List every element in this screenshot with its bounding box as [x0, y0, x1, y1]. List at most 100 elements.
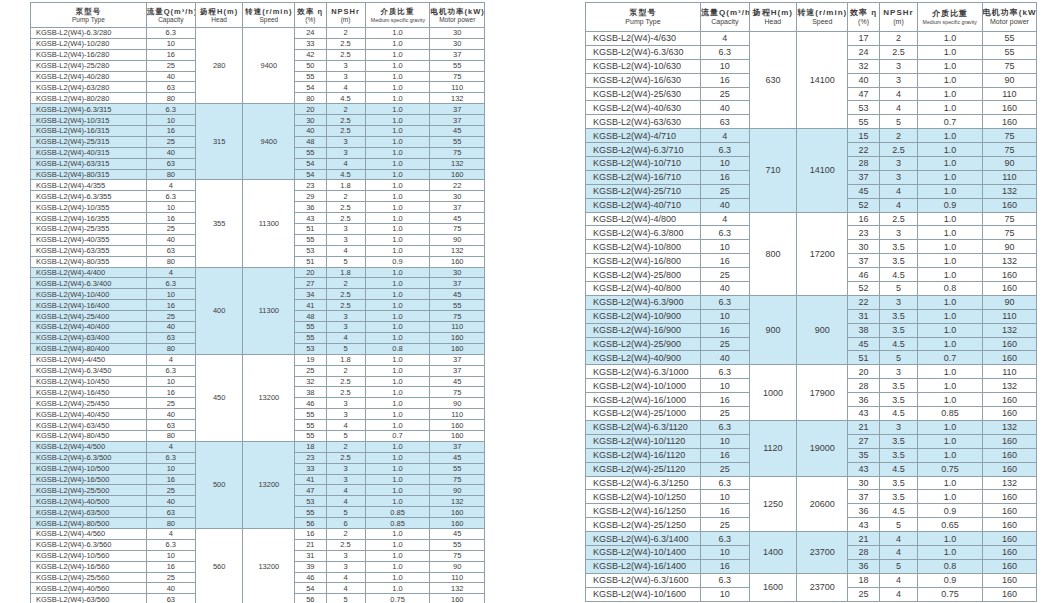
head-cell: 560 — [195, 528, 243, 603]
npshr-cell: 3 — [879, 170, 918, 184]
specific-gravity-cell: 1.0 — [365, 180, 430, 191]
efficiency-cell: 52 — [848, 282, 879, 296]
pump-type-cell: KGSB-L2(W4)-6.3/630 — [586, 45, 701, 59]
pump-type-cell: KGSB-L2(W4)-4/630 — [586, 32, 701, 46]
capacity-cell: 16 — [146, 561, 195, 572]
npshr-cell: 3 — [879, 365, 918, 379]
npshr-cell: 4 — [326, 583, 365, 594]
pump-type-cell: KGSB-L2(W4)-10/800 — [586, 240, 701, 254]
efficiency-cell: 53 — [295, 496, 326, 507]
specific-gravity-cell: 1.0 — [918, 59, 982, 73]
column-header-en: (%) — [295, 16, 325, 23]
pump-type-cell: KGSB-L2(W4)-6.3/1600 — [586, 573, 701, 587]
pump-type-cell: KGSB-L2(W4)-6.3/315 — [31, 104, 147, 115]
npshr-cell: 4 — [326, 420, 365, 431]
specific-gravity-cell: 1.0 — [365, 398, 430, 409]
column-header-motor-power: 电机功率(kW)Motor power — [982, 3, 1036, 32]
npshr-cell: 4 — [879, 87, 918, 101]
motor-power-cell: 160 — [430, 594, 485, 603]
efficiency-cell: 36 — [848, 559, 879, 573]
pump-type-cell: KGSB-L2(W4)-10/630 — [586, 59, 701, 73]
capacity-cell: 10 — [701, 434, 750, 448]
motor-power-cell: 110 — [982, 87, 1036, 101]
capacity-cell: 63 — [146, 245, 195, 256]
specific-gravity-cell: 1.0 — [918, 476, 982, 490]
npshr-cell: 3.5 — [879, 254, 918, 268]
capacity-cell: 6.3 — [701, 573, 750, 587]
pump-type-cell: KGSB-L2(W4)-10/1120 — [586, 434, 701, 448]
head-cell: 800 — [749, 212, 796, 295]
capacity-cell: 4 — [146, 354, 195, 365]
motor-power-cell: 160 — [982, 282, 1036, 296]
motor-power-cell: 45 — [430, 126, 485, 137]
motor-power-cell: 75 — [430, 474, 485, 485]
motor-power-cell: 75 — [430, 387, 485, 398]
table-row: KGSB-L2(W4)-6.3/14006.31400237002141.016… — [586, 532, 1037, 546]
npshr-cell: 4 — [326, 332, 365, 343]
pump-type-cell: KGSB-L2(W4)-25/1120 — [586, 462, 701, 476]
capacity-cell: 25 — [146, 398, 195, 409]
pump-type-cell: KGSB-L2(W4)-10/710 — [586, 157, 701, 171]
column-header-zh: 转速(r/min) — [243, 7, 294, 16]
motor-power-cell: 160 — [982, 462, 1036, 476]
table-row: KGSB-L2(W4)-4/7104710141001521.075 — [586, 129, 1037, 143]
specific-gravity-cell: 1.0 — [365, 441, 430, 452]
npshr-cell: 5 — [326, 507, 365, 518]
efficiency-cell: 55 — [295, 234, 326, 245]
specific-gravity-cell: 1.0 — [365, 387, 430, 398]
specific-gravity-cell: 1.0 — [918, 129, 982, 143]
pump-type-cell: KGSB-L2(W4)-40/500 — [31, 496, 147, 507]
efficiency-cell: 56 — [295, 518, 326, 529]
npshr-cell: 3.5 — [879, 309, 918, 323]
column-header-zh: 电机功率(kW) — [983, 8, 1036, 18]
specific-gravity-cell: 1.0 — [918, 101, 982, 115]
efficiency-cell: 54 — [295, 158, 326, 169]
motor-power-cell: 160 — [982, 448, 1036, 462]
pump-type-cell: KGSB-L2(W4)-16/1120 — [586, 448, 701, 462]
table-row: KGSB-L2(W4)-6.3/12506.3125020600303.51.0… — [586, 476, 1037, 490]
npshr-cell: 1.8 — [326, 180, 365, 191]
capacity-cell: 25 — [701, 462, 750, 476]
motor-power-cell: 160 — [430, 256, 485, 267]
speed-cell: 14100 — [797, 32, 848, 129]
column-header-en: Medium specific gravity — [367, 17, 428, 23]
capacity-cell: 16 — [146, 126, 195, 137]
efficiency-cell: 80 — [295, 93, 326, 104]
motor-power-cell: 160 — [982, 587, 1036, 601]
specific-gravity-cell: 1.0 — [365, 267, 430, 278]
motor-power-cell: 132 — [982, 254, 1036, 268]
specific-gravity-cell: 0.85 — [365, 518, 430, 529]
capacity-cell: 6.3 — [701, 365, 750, 379]
speed-cell: 9400 — [243, 104, 295, 180]
pump-type-cell: KGSB-L2(W4)-6.3/280 — [31, 28, 147, 39]
capacity-cell: 16 — [701, 448, 750, 462]
npshr-cell: 2.5 — [326, 452, 365, 463]
motor-power-cell: 160 — [982, 115, 1036, 129]
column-header-head: 扬程H(m)Head — [749, 3, 796, 32]
capacity-cell: 10 — [146, 550, 195, 561]
pump-type-cell: KGSB-L2(W4)-40/315 — [31, 147, 147, 158]
capacity-cell: 25 — [146, 224, 195, 235]
column-header-en: Motor power — [983, 18, 1036, 26]
capacity-cell: 16 — [701, 559, 750, 573]
column-header-zh: 流量Q(m³/h) — [701, 8, 749, 18]
motor-power-cell: 132 — [982, 184, 1036, 198]
specific-gravity-cell: 1.0 — [918, 240, 982, 254]
efficiency-cell: 37 — [848, 490, 879, 504]
head-cell: 450 — [195, 354, 243, 441]
motor-power-cell: 160 — [430, 169, 485, 180]
capacity-cell: 10 — [701, 309, 750, 323]
capacity-cell: 4 — [701, 32, 750, 46]
speed-cell: 17200 — [797, 212, 848, 295]
table-row: KGSB-L2(W4)-4/450445013200191.81.037 — [31, 354, 485, 365]
pump-type-cell: KGSB-L2(W4)-10/450 — [31, 376, 147, 387]
npshr-cell: 3.5 — [879, 448, 918, 462]
efficiency-cell: 45 — [848, 184, 879, 198]
pump-type-cell: KGSB-L2(W4)-63/400 — [31, 332, 147, 343]
pump-type-cell: KGSB-L2(W4)-10/400 — [31, 289, 147, 300]
pump-type-cell: KGSB-L2(W4)-6.3/355 — [31, 191, 147, 202]
npshr-cell: 2.5 — [326, 49, 365, 60]
efficiency-cell: 38 — [848, 323, 879, 337]
pump-type-cell: KGSB-L2(W4)-16/1400 — [586, 559, 701, 573]
efficiency-cell: 43 — [848, 407, 879, 421]
